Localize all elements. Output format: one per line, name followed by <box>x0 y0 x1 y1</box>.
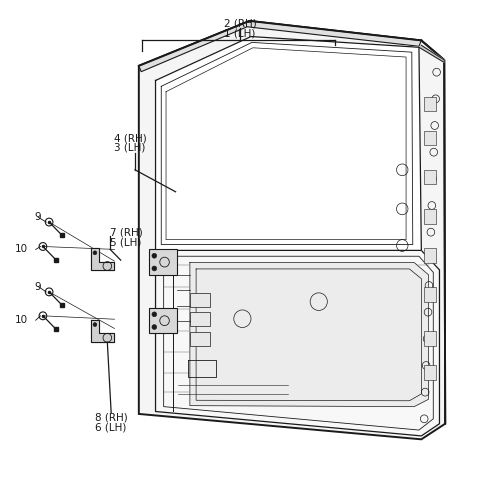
Text: 9: 9 <box>35 212 41 222</box>
Bar <box>424 170 436 185</box>
Circle shape <box>93 251 97 255</box>
Polygon shape <box>419 45 444 62</box>
Polygon shape <box>139 21 445 439</box>
Circle shape <box>152 266 156 271</box>
Polygon shape <box>91 248 115 271</box>
Polygon shape <box>91 320 115 342</box>
Circle shape <box>93 323 97 327</box>
Text: 9: 9 <box>35 281 41 292</box>
Bar <box>190 332 210 346</box>
Text: 1 (LH): 1 (LH) <box>224 28 256 39</box>
Text: 10: 10 <box>15 245 28 254</box>
Bar <box>190 312 210 326</box>
Bar <box>190 293 210 306</box>
Bar <box>149 308 177 333</box>
Text: 3 (LH): 3 (LH) <box>114 143 145 153</box>
Text: 5 (LH): 5 (LH) <box>110 237 142 247</box>
Circle shape <box>152 325 156 329</box>
Bar <box>424 331 436 346</box>
Polygon shape <box>156 250 440 436</box>
Bar <box>424 97 436 111</box>
Bar <box>149 249 177 275</box>
Polygon shape <box>190 263 429 407</box>
Text: 2 (RH): 2 (RH) <box>224 18 256 28</box>
Polygon shape <box>156 36 421 250</box>
Circle shape <box>152 312 156 317</box>
Bar <box>424 248 436 263</box>
Circle shape <box>152 253 156 258</box>
Polygon shape <box>139 21 421 72</box>
Text: 4 (RH): 4 (RH) <box>114 133 146 143</box>
Bar <box>424 209 436 223</box>
Text: 8 (RH): 8 (RH) <box>95 413 128 423</box>
Text: 7 (RH): 7 (RH) <box>110 227 143 237</box>
Bar <box>424 365 436 380</box>
Bar <box>424 287 436 301</box>
Text: 6 (LH): 6 (LH) <box>96 423 127 433</box>
Bar <box>424 131 436 145</box>
Text: 10: 10 <box>15 315 28 325</box>
